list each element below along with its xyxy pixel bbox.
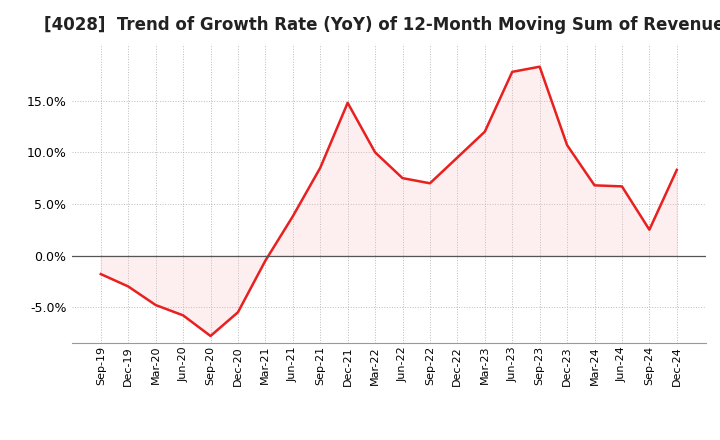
Title: [4028]  Trend of Growth Rate (YoY) of 12-Month Moving Sum of Revenues: [4028] Trend of Growth Rate (YoY) of 12-… [44, 16, 720, 34]
